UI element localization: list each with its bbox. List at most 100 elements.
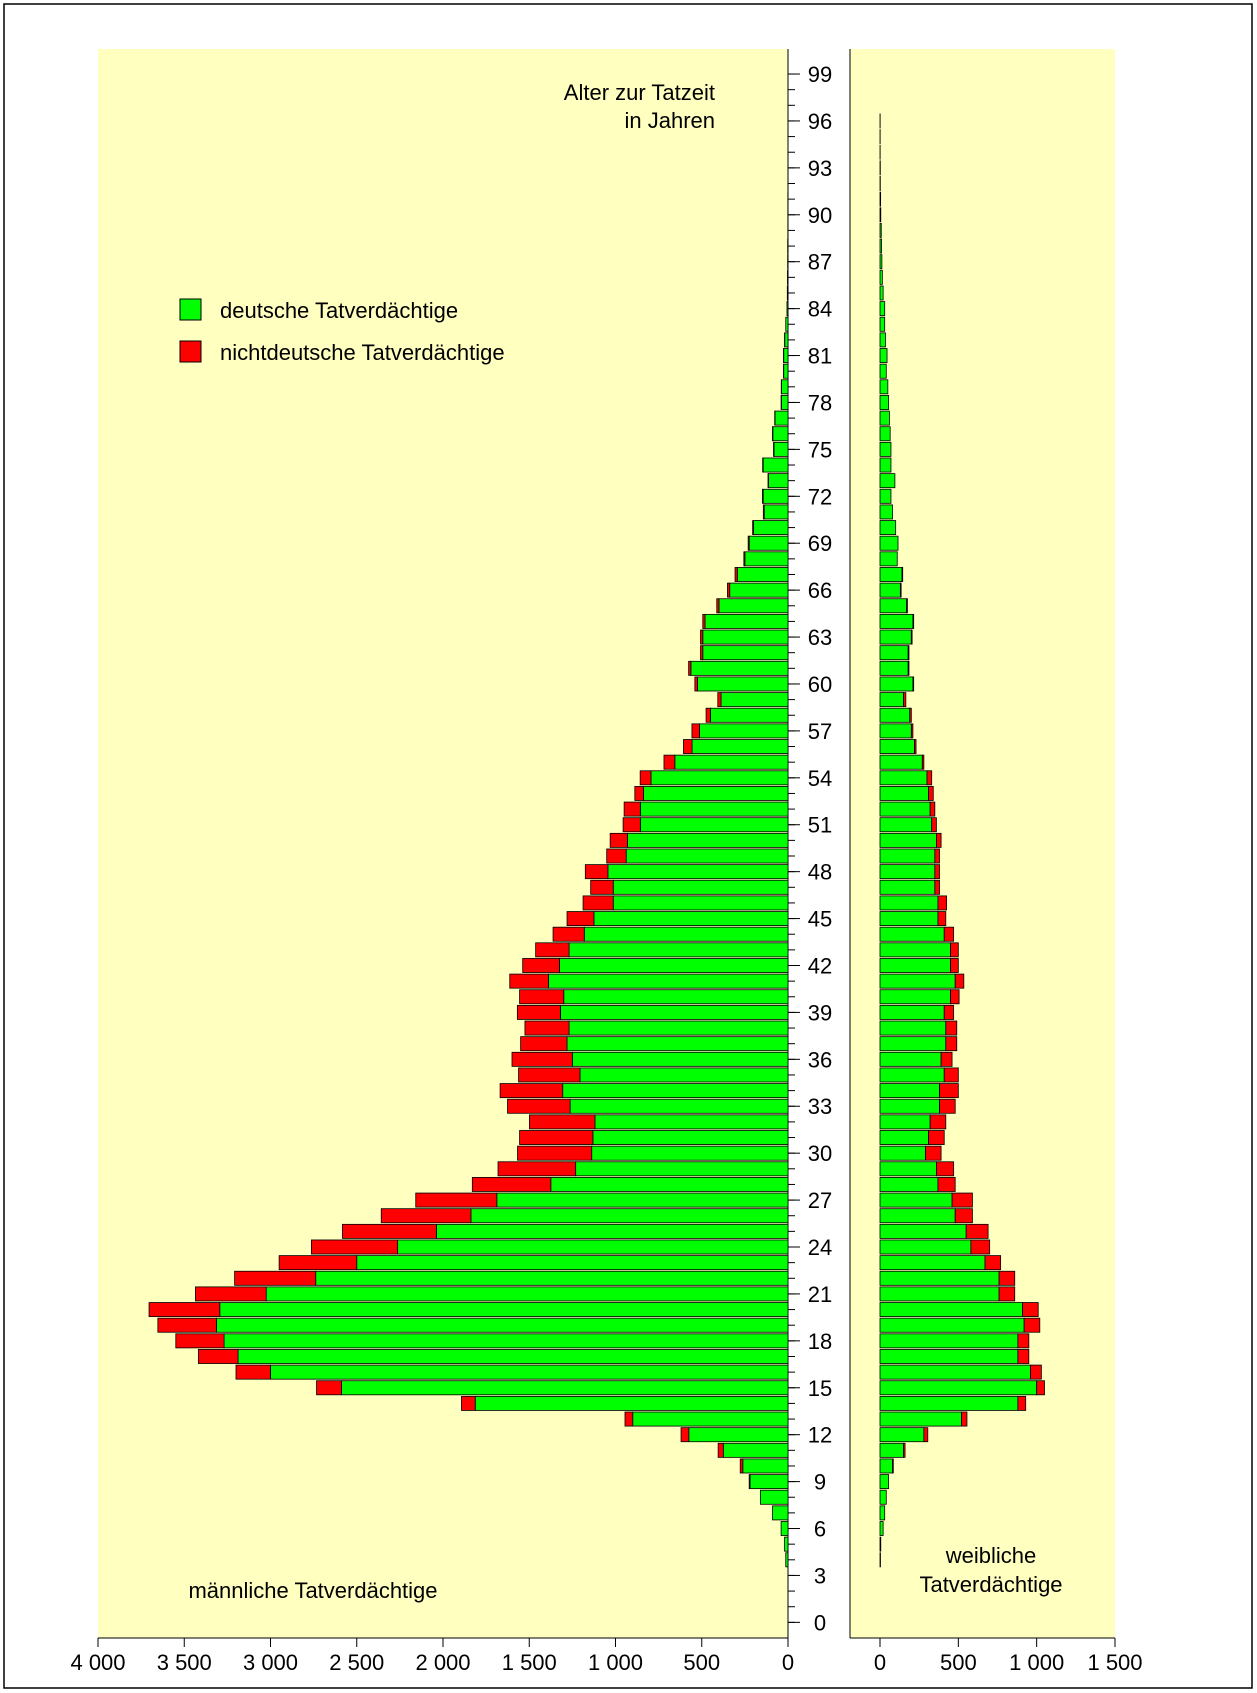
bar [607, 864, 789, 880]
bar [609, 832, 628, 848]
bar [762, 504, 765, 520]
bar [270, 1364, 789, 1380]
bar [1036, 1380, 1045, 1396]
age-tick-label: 36 [808, 1047, 832, 1072]
age-tick-label: 33 [808, 1094, 832, 1119]
bar [739, 1458, 744, 1474]
bar [742, 1458, 789, 1474]
age-tick-label: 48 [808, 860, 832, 885]
bar [234, 1270, 317, 1286]
bar [879, 332, 886, 348]
bar [879, 316, 886, 332]
bar [903, 692, 907, 708]
bar [903, 1442, 906, 1458]
bar [722, 1442, 789, 1458]
bar [700, 629, 704, 645]
age-tick-label: 93 [808, 156, 832, 181]
bar [606, 848, 627, 864]
bar [879, 1255, 986, 1271]
bar [879, 911, 939, 927]
legend-swatch [179, 298, 202, 321]
age-tick-label: 45 [808, 907, 832, 932]
x-tick-label: 3 500 [157, 1650, 212, 1675]
bar [879, 1208, 956, 1224]
bar [560, 1004, 789, 1020]
bar [879, 1489, 887, 1505]
bar [879, 457, 892, 473]
bar [937, 911, 947, 927]
bar [622, 817, 641, 833]
bar [729, 582, 789, 598]
bar [535, 942, 570, 958]
bar [879, 1458, 893, 1474]
bar [763, 504, 789, 520]
bar [879, 989, 951, 1005]
bar [518, 1067, 581, 1083]
bar [879, 598, 908, 614]
bar [879, 567, 903, 582]
age-tick-label: 69 [808, 531, 832, 556]
age-tick-label: 6 [814, 1517, 826, 1542]
bar [762, 457, 789, 473]
age-tick-label: 60 [808, 672, 832, 697]
bar [1017, 1349, 1030, 1364]
bar [961, 1411, 968, 1427]
x-tick-label: 500 [683, 1650, 720, 1675]
bar [923, 1427, 929, 1443]
bar [943, 926, 955, 942]
bar [879, 1051, 942, 1067]
bar [781, 379, 789, 395]
bar [879, 441, 892, 457]
bar [879, 488, 892, 504]
bar [940, 1051, 953, 1067]
panel-label: Tatverdächtige [919, 1572, 1062, 1597]
age-tick-label: 84 [808, 297, 832, 322]
bar [762, 488, 764, 504]
bar [497, 1161, 577, 1177]
bar [548, 973, 789, 989]
bar [697, 676, 789, 692]
bar [471, 1177, 552, 1192]
bar [583, 926, 789, 942]
bar [568, 1020, 789, 1036]
bar [752, 520, 754, 536]
bar [584, 864, 609, 880]
age-tick-label: 27 [808, 1188, 832, 1213]
bar [879, 926, 945, 942]
bar [223, 1333, 789, 1349]
bar [717, 1442, 724, 1458]
bar [929, 801, 936, 817]
bar [592, 1130, 789, 1145]
bar [749, 1474, 789, 1490]
bar [879, 1395, 1019, 1411]
bar [879, 582, 901, 598]
bar [760, 1489, 789, 1505]
bar [1023, 1317, 1041, 1333]
bar [879, 348, 888, 363]
bar [879, 848, 936, 864]
bar [552, 926, 585, 942]
age-tick-label: 9 [814, 1470, 826, 1495]
bar [928, 1130, 945, 1145]
bar [945, 1036, 958, 1052]
bar [879, 1364, 1031, 1380]
bar [519, 1130, 594, 1145]
bar [566, 1036, 789, 1052]
bar [879, 1302, 1023, 1318]
bar [879, 879, 936, 895]
bar [694, 676, 698, 692]
age-tick-label: 78 [808, 390, 832, 415]
bar [879, 864, 936, 880]
bar [566, 911, 595, 927]
bar [634, 786, 644, 801]
bar [699, 723, 789, 739]
bar [639, 770, 652, 786]
bar [639, 817, 789, 833]
bar [1030, 1364, 1042, 1380]
bar [781, 395, 789, 410]
age-tick-label: 81 [808, 344, 832, 369]
bar [912, 676, 915, 692]
bar [559, 958, 789, 973]
bar [950, 942, 959, 958]
x-tick-label: 0 [874, 1650, 886, 1675]
